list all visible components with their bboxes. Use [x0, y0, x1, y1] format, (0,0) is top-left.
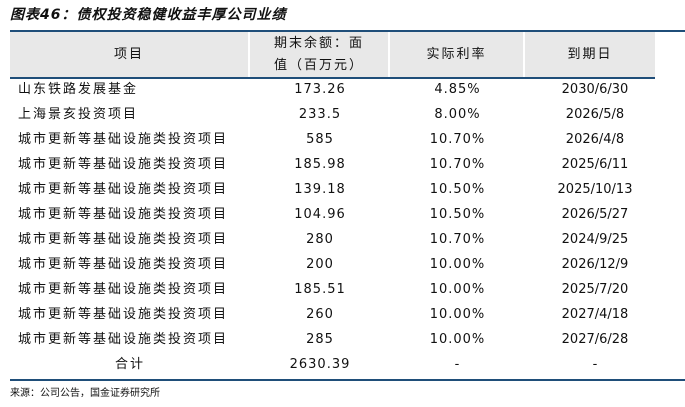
cell-rate: 10.70% — [429, 157, 486, 172]
cell-maturity: 2026/4/8 — [565, 132, 625, 147]
table-row: 城市更新等基础设施类投资项目 104.96 10.50% 2026/5/27 — [10, 203, 655, 227]
cell-balance: 2630.39 — [289, 357, 351, 372]
cell-balance: 280 — [306, 232, 334, 247]
cell-rate: 10.00% — [429, 307, 486, 322]
cell-rate: - — [454, 357, 461, 372]
table-row: 城市更新等基础设施类投资项目 585 10.70% 2026/4/8 — [10, 128, 655, 152]
cell-rate: 10.70% — [429, 132, 486, 147]
cell-maturity: 2030/6/30 — [561, 82, 629, 97]
table-row: 城市更新等基础设施类投资项目 260 10.00% 2027/4/18 — [10, 303, 655, 327]
cell-balance: 185.98 — [294, 157, 346, 172]
cell-rate: 4.85% — [434, 82, 481, 97]
cell-rate: 10.50% — [429, 182, 486, 197]
header-rate: 实际利率 — [390, 32, 525, 77]
cell-maturity: - — [592, 357, 598, 372]
header-maturity: 到期日 — [567, 46, 613, 62]
cell-maturity: 2026/5/27 — [561, 207, 629, 222]
cell-item: 城市更新等基础设施类投资项目 — [18, 207, 229, 222]
cell-balance: 260 — [306, 307, 334, 322]
header-balance: 期末余额：面值（百万元） — [250, 32, 390, 77]
cell-item: 城市更新等基础设施类投资项目 — [18, 257, 229, 272]
cell-item: 城市更新等基础设施类投资项目 — [18, 332, 229, 347]
cell-item: 城市更新等基础设施类投资项目 — [18, 157, 229, 172]
cell-maturity: 2026/12/9 — [561, 257, 629, 272]
cell-rate: 10.00% — [429, 282, 486, 297]
cell-maturity: 2026/5/8 — [565, 107, 625, 122]
cell-balance: 104.96 — [294, 207, 346, 222]
table-row: 城市更新等基础设施类投资项目 280 10.70% 2024/9/25 — [10, 228, 655, 252]
total-row: 合计 2630.39 - - — [10, 353, 655, 377]
cell-maturity: 2024/9/25 — [561, 232, 629, 247]
cell-maturity: 2025/6/11 — [561, 157, 629, 172]
cell-rate: 10.50% — [429, 207, 486, 222]
table-title: 图表46：债权投资稳健收益丰厚公司业绩 — [10, 7, 287, 23]
top-rule — [10, 30, 685, 32]
cell-item: 城市更新等基础设施类投资项目 — [18, 182, 229, 197]
table-row: 城市更新等基础设施类投资项目 185.51 10.00% 2025/7/20 — [10, 278, 655, 302]
cell-maturity: 2025/7/20 — [561, 282, 629, 297]
table-row: 上海景亥投资项目 233.5 8.00% 2026/5/8 — [10, 103, 655, 127]
cell-item: 城市更新等基础设施类投资项目 — [18, 282, 229, 297]
cell-rate: 10.70% — [429, 232, 486, 247]
cell-balance: 200 — [306, 257, 334, 272]
table-row: 城市更新等基础设施类投资项目 200 10.00% 2026/12/9 — [10, 253, 655, 277]
cell-rate: 10.00% — [429, 257, 486, 272]
header-item: 项目 — [10, 32, 250, 77]
cell-balance: 139.18 — [294, 182, 346, 197]
cell-item: 城市更新等基础设施类投资项目 — [18, 307, 229, 322]
cell-maturity: 2025/10/13 — [557, 182, 633, 197]
table-header: 项目 期末余额：面值（百万元） 实际利率 到期日 — [10, 32, 655, 79]
cell-item: 合计 — [114, 357, 145, 372]
bottom-rule — [10, 379, 685, 381]
cell-balance: 185.51 — [294, 282, 346, 297]
cell-maturity: 2027/6/28 — [561, 332, 629, 347]
source-note: 来源：公司公告，国金证券研究所 — [10, 388, 160, 399]
cell-balance: 233.5 — [298, 107, 342, 122]
cell-item: 城市更新等基础设施类投资项目 — [18, 132, 229, 147]
cell-rate: 8.00% — [434, 107, 481, 122]
table-row: 城市更新等基础设施类投资项目 185.98 10.70% 2025/6/11 — [10, 153, 655, 177]
cell-rate: 10.00% — [429, 332, 486, 347]
cell-item: 上海景亥投资项目 — [18, 107, 139, 122]
table-row: 山东铁路发展基金 173.26 4.85% 2030/6/30 — [10, 78, 655, 102]
cell-item: 山东铁路发展基金 — [18, 82, 139, 97]
cell-balance: 173.26 — [294, 82, 346, 97]
cell-balance: 285 — [306, 332, 334, 347]
cell-item: 城市更新等基础设施类投资项目 — [18, 232, 229, 247]
table-row: 城市更新等基础设施类投资项目 139.18 10.50% 2025/10/13 — [10, 178, 655, 202]
cell-maturity: 2027/4/18 — [561, 307, 629, 322]
cell-balance: 585 — [306, 132, 334, 147]
table-row: 城市更新等基础设施类投资项目 285 10.00% 2027/6/28 — [10, 328, 655, 352]
